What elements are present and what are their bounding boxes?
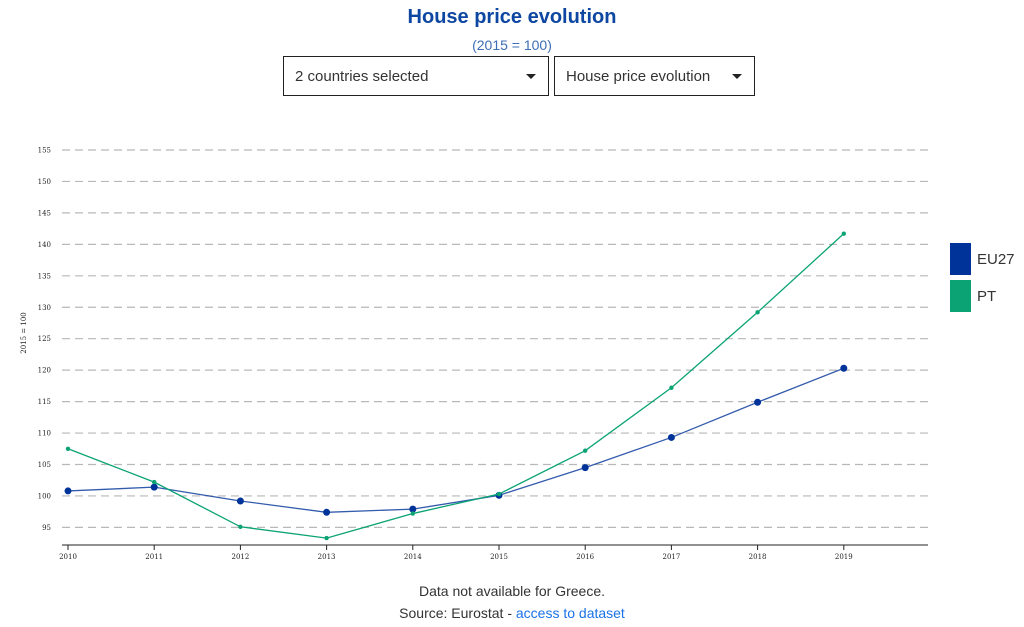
x-tick-label: 2018 xyxy=(749,553,767,561)
grid-lines xyxy=(62,149,928,529)
legend-item-eu27[interactable]: EU27 xyxy=(950,243,1015,275)
y-tick-label: 155 xyxy=(38,147,51,155)
y-tick-label: 100 xyxy=(38,492,51,500)
x-tick-label: 2011 xyxy=(145,553,163,561)
data-point-eu27[interactable] xyxy=(581,464,589,472)
indicator-select[interactable]: House price evolution xyxy=(554,56,755,96)
legend-item-pt[interactable]: PT xyxy=(950,280,996,312)
data-point-pt[interactable] xyxy=(65,446,71,451)
y-tick-label: 135 xyxy=(38,272,51,280)
data-point-pt[interactable] xyxy=(583,448,588,453)
country-select-value: 2 countries selected xyxy=(295,67,429,85)
data-point-pt[interactable] xyxy=(238,524,243,529)
chart-subtitle: (2015 = 100) xyxy=(472,37,552,53)
chevron-down-icon xyxy=(526,74,536,79)
data-point-pt[interactable] xyxy=(496,491,502,497)
x-tick-label: 2014 xyxy=(404,553,422,561)
x-tick-label: 2016 xyxy=(576,553,594,561)
data-point-eu27[interactable] xyxy=(323,508,331,516)
source-text: Source: Eurostat - xyxy=(399,605,516,621)
data-point-pt[interactable] xyxy=(410,511,415,516)
x-tick-label: 2019 xyxy=(835,553,853,561)
y-axis-label: 2015 = 100 xyxy=(20,312,28,354)
legend-label: EU27 xyxy=(977,250,1015,268)
footnote: Data not available for Greece. xyxy=(419,583,605,599)
y-tick-label: 150 xyxy=(38,178,51,186)
y-tick-label: 110 xyxy=(38,430,51,438)
y-tick-label: 130 xyxy=(38,304,51,312)
series-line-pt xyxy=(67,233,845,539)
y-tick-label: 105 xyxy=(38,461,51,469)
data-point-eu27[interactable] xyxy=(150,483,158,491)
series-line-eu27 xyxy=(67,367,845,513)
data-point-pt[interactable] xyxy=(324,535,329,541)
source-line: Source: Eurostat - access to dataset xyxy=(0,605,1024,621)
y-tick-label: 120 xyxy=(38,367,51,375)
y-tick-label: 145 xyxy=(38,209,51,217)
legend-swatch xyxy=(950,280,971,312)
x-tick-label: 2015 xyxy=(490,553,508,561)
y-axis: 95 100 105 110 115 120 125 130 135 140 145 150 155 xyxy=(38,147,51,532)
x-axis: 2010 2011 2012 2013 2014 2015 2016 2017 2018 2019 xyxy=(59,544,928,561)
data-point-eu27[interactable] xyxy=(64,487,72,495)
data-point-eu27[interactable] xyxy=(409,505,417,513)
x-tick-label: 2012 xyxy=(231,553,249,561)
y-tick-label: 140 xyxy=(38,241,51,249)
legend-label: PT xyxy=(977,287,997,305)
chart-title: House price evolution xyxy=(407,6,617,28)
x-tick-label: 2010 xyxy=(59,553,77,561)
data-point-eu27[interactable] xyxy=(840,364,848,372)
data-point-pt[interactable] xyxy=(755,310,760,315)
legend-swatch xyxy=(950,243,971,275)
data-point-eu27[interactable] xyxy=(754,398,762,406)
series-group xyxy=(64,231,848,541)
indicator-select-value: House price evolution xyxy=(566,67,711,85)
data-point-pt[interactable] xyxy=(841,231,846,236)
x-tick-label: 2013 xyxy=(318,553,336,561)
country-select[interactable]: 2 countries selected xyxy=(283,56,549,96)
data-point-eu27[interactable] xyxy=(236,497,244,505)
y-tick-label: 125 xyxy=(38,335,51,343)
data-point-pt[interactable] xyxy=(669,385,674,390)
dataset-link[interactable]: access to dataset xyxy=(515,605,625,621)
x-tick-label: 2017 xyxy=(662,553,680,561)
chevron-down-icon xyxy=(732,74,742,79)
y-tick-label: 115 xyxy=(38,398,51,406)
y-tick-label: 95 xyxy=(42,524,51,532)
data-point-eu27[interactable] xyxy=(667,433,675,441)
data-point-pt[interactable] xyxy=(152,479,157,485)
